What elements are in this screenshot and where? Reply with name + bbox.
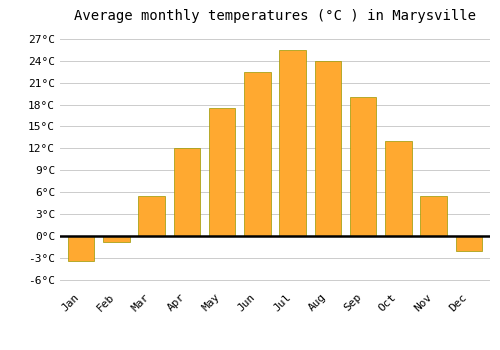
Bar <box>138 196 165 236</box>
Bar <box>385 141 411 236</box>
Title: Average monthly temperatures (°C ) in Marysville: Average monthly temperatures (°C ) in Ma… <box>74 9 476 23</box>
Bar <box>68 236 94 261</box>
Bar <box>420 196 447 236</box>
Bar <box>280 50 306 236</box>
Bar <box>314 61 341 236</box>
Bar <box>209 108 236 236</box>
Bar <box>350 97 376 236</box>
Bar <box>174 148 200 236</box>
Bar <box>456 236 482 251</box>
Bar <box>103 236 130 242</box>
Bar <box>244 72 270 236</box>
